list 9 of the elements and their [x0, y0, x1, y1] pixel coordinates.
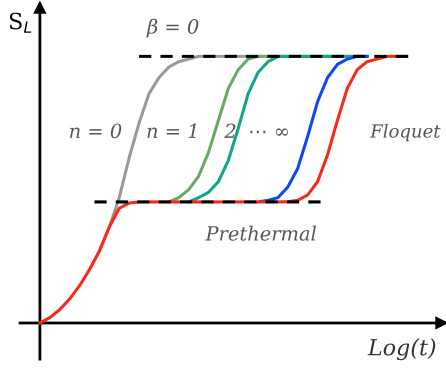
x-axis-title: Log(t): [368, 338, 436, 360]
text: β = 0: [146, 18, 198, 38]
annotation: Prethermal: [205, 226, 316, 241]
annotation: Floquet: [370, 124, 441, 142]
annotation: 2: [224, 123, 236, 138]
annotation: ⋯ ∞: [250, 128, 288, 136]
annotation: n = 1: [147, 123, 196, 138]
annotation: n = 0: [70, 123, 122, 138]
y-axis-title: S$_{L}$: [10, 12, 32, 33]
